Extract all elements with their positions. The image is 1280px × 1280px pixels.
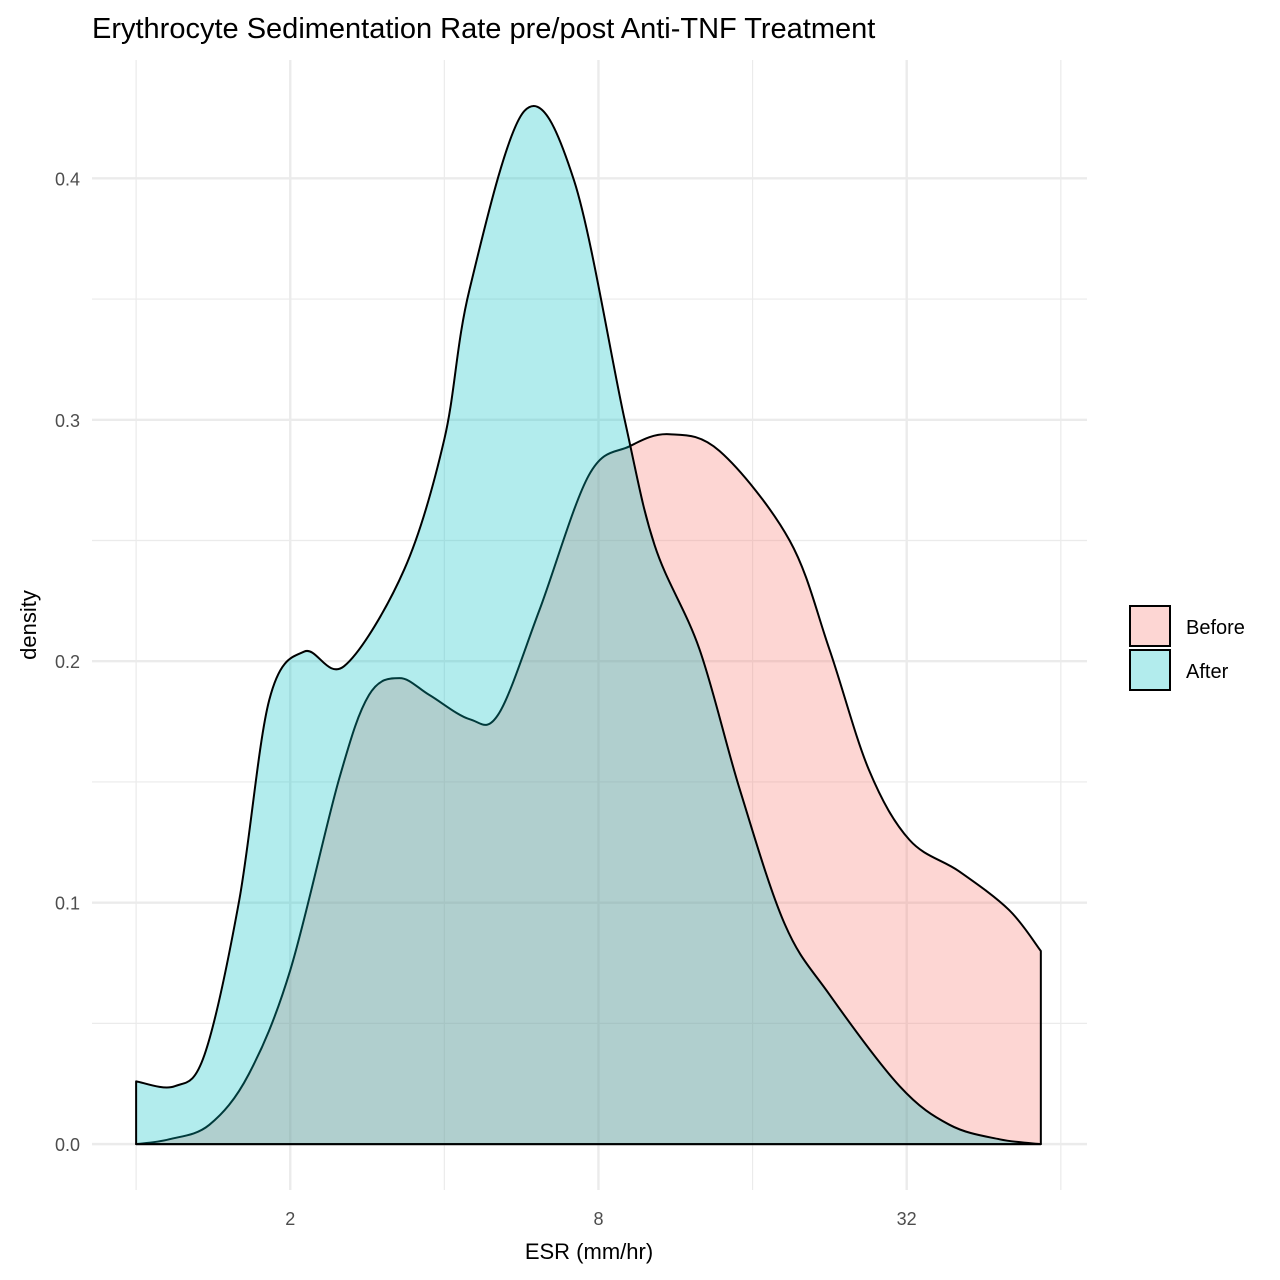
density-area-after bbox=[135, 105, 1042, 1146]
grid bbox=[92, 60, 1087, 1190]
y-axis-label: density bbox=[16, 590, 41, 660]
y-tick-label: 0.3 bbox=[55, 411, 80, 431]
y-tick-label: 0.0 bbox=[55, 1135, 80, 1155]
x-tick-label: 2 bbox=[285, 1209, 295, 1229]
y-tick-label: 0.4 bbox=[55, 169, 80, 189]
density-areas bbox=[135, 105, 1042, 1146]
x-tick-label: 32 bbox=[897, 1209, 917, 1229]
y-axis-ticks: 0.0 0.1 0.2 0.3 0.4 bbox=[55, 169, 80, 1155]
legend-label-before: Before bbox=[1186, 617, 1245, 639]
legend: Before After bbox=[1129, 605, 1245, 691]
density-area-before bbox=[135, 433, 1042, 1146]
y-tick-label: 0.1 bbox=[55, 894, 80, 914]
legend-key-after bbox=[1129, 649, 1171, 691]
chart-title: Erythrocyte Sedimentation Rate pre/post … bbox=[92, 13, 875, 45]
legend-key-before bbox=[1129, 605, 1171, 647]
y-tick-label: 0.2 bbox=[55, 652, 80, 672]
x-tick-label: 8 bbox=[593, 1209, 603, 1229]
legend-label-after: After bbox=[1186, 661, 1229, 683]
x-axis-label: ESR (mm/hr) bbox=[525, 1239, 653, 1264]
x-axis-ticks: 2 8 32 bbox=[285, 1209, 916, 1229]
